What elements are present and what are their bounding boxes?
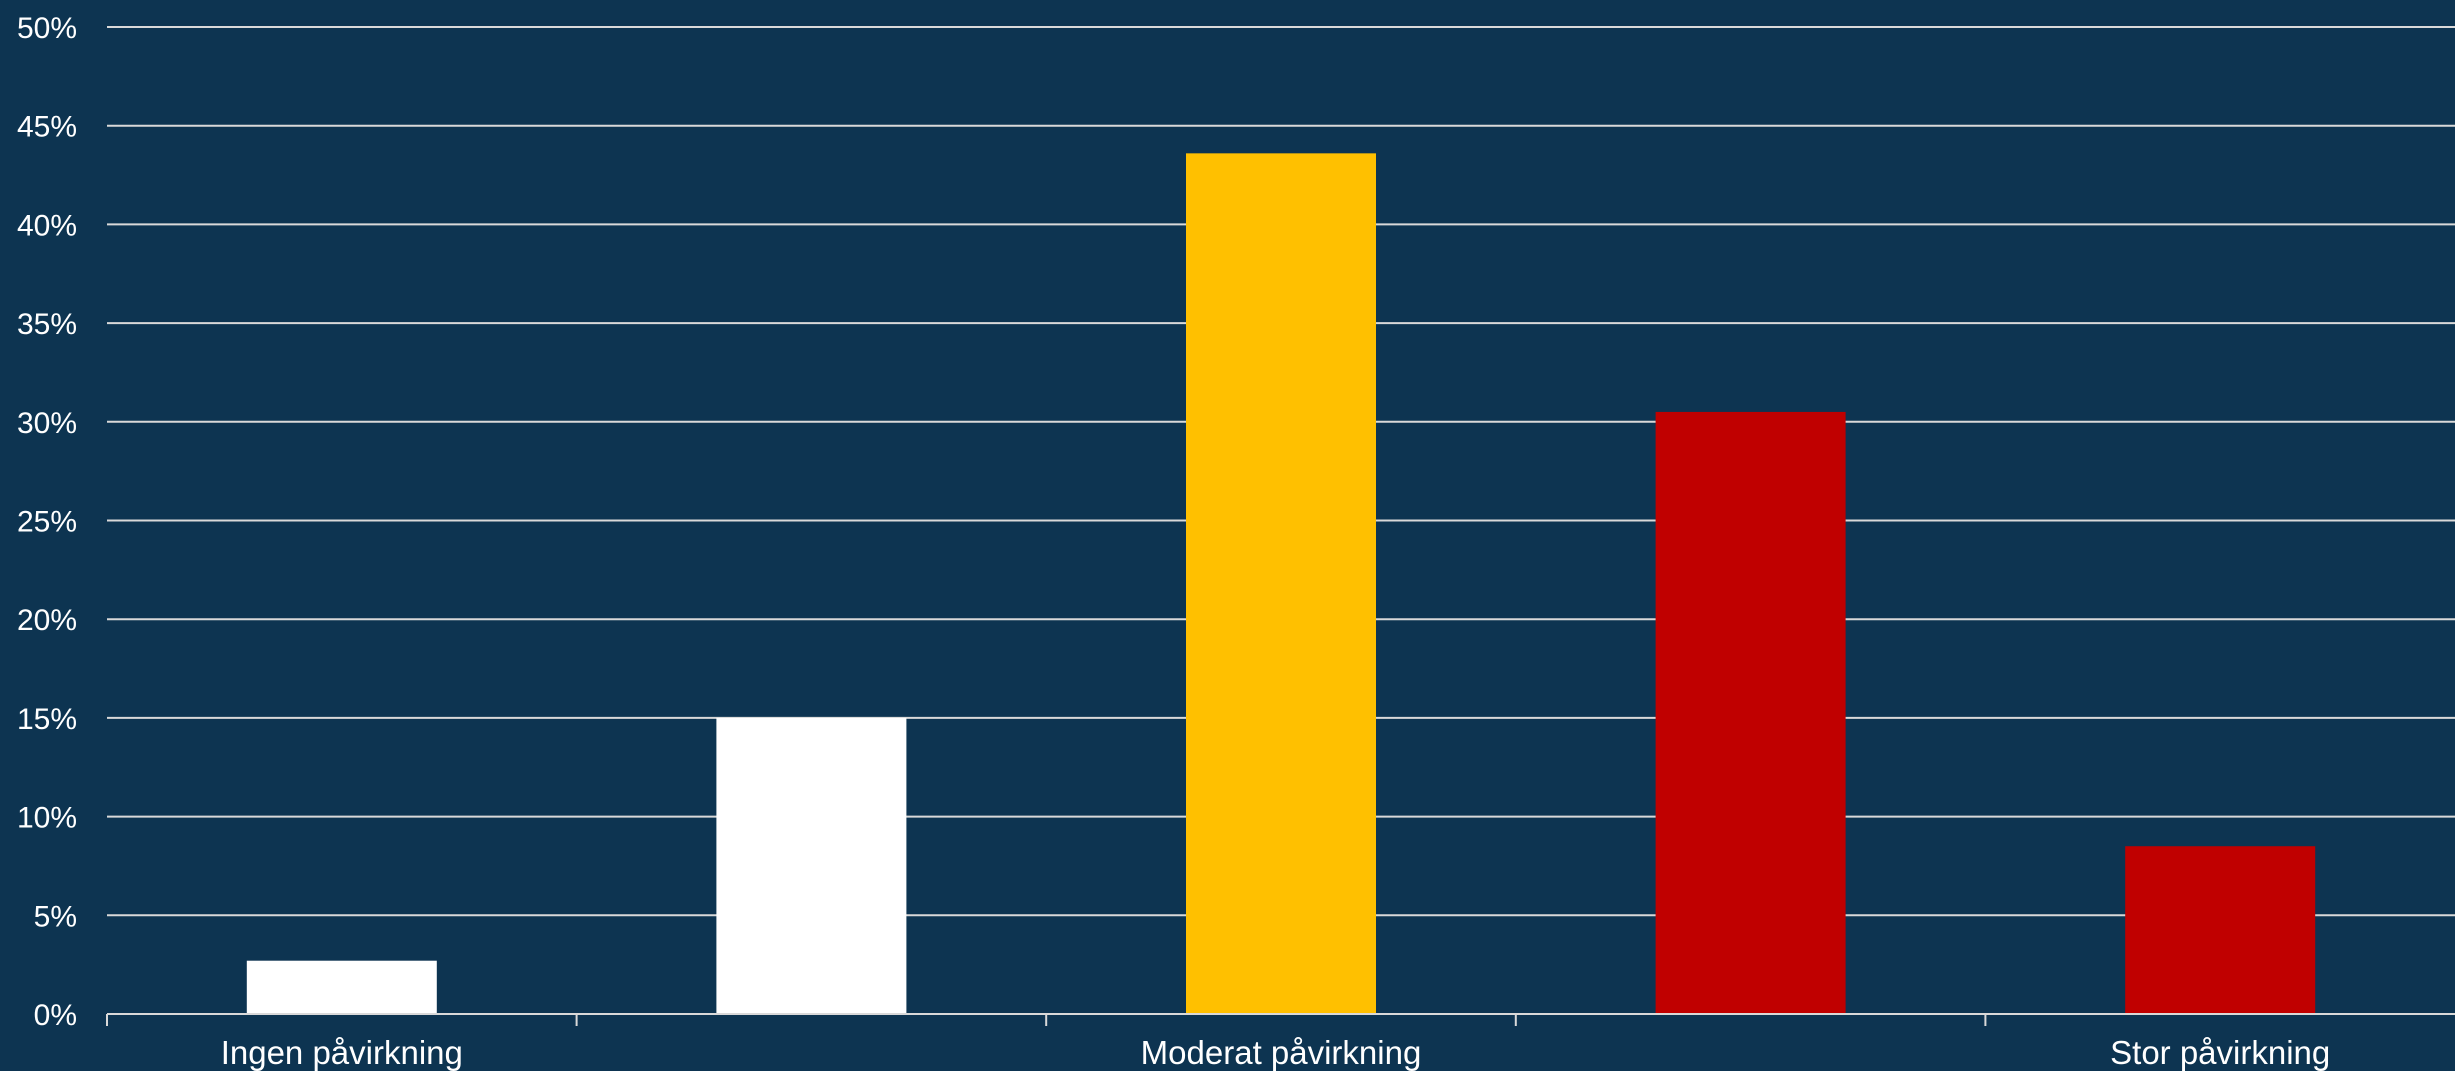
bar [2125,846,2316,1014]
bar [1186,153,1376,1014]
bar [716,717,907,1014]
y-tick-label: 15% [17,703,77,736]
bar [1655,411,1846,1014]
x-category-label: Ingen påvirkning [221,1034,463,1071]
bar [246,960,437,1014]
y-axis-ticks: 0% 5% 10% 15% 20% 25% 30% 35% 40% 45% 50% [17,12,77,1032]
y-tick-label: 25% [17,506,77,539]
y-tick-label: 30% [17,407,77,440]
y-tick-label: 50% [17,12,77,45]
y-tick-label: 20% [17,604,77,637]
x-axis: Ingen påvirkning Moderat påvirkning Stor p… [106,1013,2455,1071]
x-category-label: Moderat påvirkning [1141,1034,1422,1071]
x-category-label: Stor påvirkning [2110,1034,2330,1071]
y-tick-label: 0% [34,999,77,1032]
y-tick-label: 5% [34,900,77,933]
y-tick-label: 40% [17,209,77,242]
bars [246,153,2316,1014]
y-tick-label: 45% [17,111,77,144]
y-tick-label: 35% [17,308,77,341]
y-tick-label: 10% [17,802,77,835]
